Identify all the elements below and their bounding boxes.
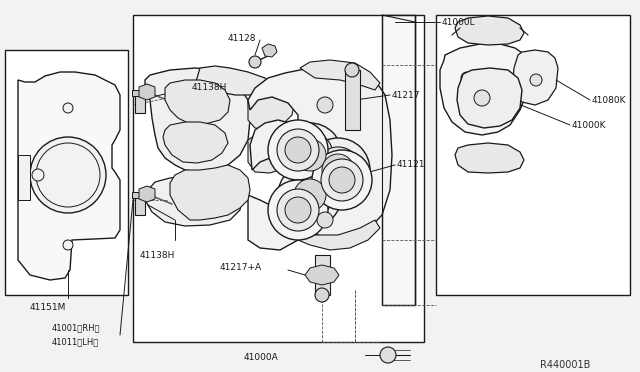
Polygon shape [163, 122, 228, 163]
Circle shape [461, 72, 473, 84]
Polygon shape [457, 68, 522, 128]
Polygon shape [135, 195, 145, 215]
Polygon shape [300, 60, 380, 90]
Text: 41000L: 41000L [442, 17, 476, 26]
Polygon shape [248, 130, 292, 173]
Text: 41121: 41121 [397, 160, 426, 169]
Text: 41151M: 41151M [30, 304, 67, 312]
Text: 41011〈LH〉: 41011〈LH〉 [52, 337, 99, 346]
Circle shape [294, 139, 326, 171]
Circle shape [277, 129, 319, 171]
Circle shape [530, 74, 542, 86]
Circle shape [268, 180, 328, 240]
Circle shape [380, 347, 396, 363]
Text: 41138H: 41138H [192, 83, 227, 92]
Polygon shape [139, 84, 155, 100]
Polygon shape [345, 70, 360, 130]
Polygon shape [513, 50, 558, 105]
Text: 41128: 41128 [228, 33, 257, 42]
Text: 41217: 41217 [392, 90, 420, 99]
Text: 41080K: 41080K [592, 96, 627, 105]
Polygon shape [440, 44, 530, 135]
Circle shape [321, 159, 363, 201]
Circle shape [467, 110, 477, 120]
Polygon shape [382, 15, 415, 305]
Polygon shape [135, 93, 145, 113]
Text: 41000K: 41000K [572, 121, 607, 129]
Circle shape [268, 120, 328, 180]
Polygon shape [455, 16, 524, 45]
Circle shape [287, 172, 333, 218]
Circle shape [315, 147, 361, 193]
Polygon shape [133, 15, 424, 342]
Circle shape [249, 56, 261, 68]
Circle shape [63, 240, 73, 250]
Polygon shape [248, 80, 295, 130]
Circle shape [285, 197, 311, 223]
Circle shape [312, 150, 372, 210]
Circle shape [294, 179, 326, 211]
Polygon shape [18, 155, 30, 200]
Polygon shape [248, 68, 392, 250]
Circle shape [491, 72, 503, 84]
Circle shape [277, 189, 319, 231]
Circle shape [63, 103, 73, 113]
Circle shape [30, 137, 106, 213]
Circle shape [322, 154, 354, 186]
Circle shape [306, 138, 370, 202]
Text: 41217+A: 41217+A [220, 263, 262, 273]
Text: 41000A: 41000A [244, 353, 279, 362]
Circle shape [278, 123, 342, 187]
Circle shape [32, 169, 44, 181]
Polygon shape [298, 220, 380, 250]
Text: R440001B: R440001B [540, 360, 590, 370]
Polygon shape [139, 186, 155, 202]
Circle shape [317, 97, 333, 113]
Polygon shape [436, 15, 630, 295]
Polygon shape [315, 255, 330, 295]
Circle shape [315, 288, 329, 302]
Polygon shape [145, 175, 242, 226]
Circle shape [278, 163, 342, 227]
Circle shape [317, 212, 333, 228]
Polygon shape [170, 165, 250, 220]
Polygon shape [132, 192, 148, 198]
Circle shape [345, 63, 359, 77]
Polygon shape [5, 50, 128, 295]
Polygon shape [195, 66, 270, 95]
Polygon shape [18, 72, 120, 280]
Polygon shape [145, 68, 250, 172]
Polygon shape [262, 44, 277, 57]
Text: 41001〈RH〉: 41001〈RH〉 [52, 324, 100, 333]
Polygon shape [305, 265, 339, 285]
Polygon shape [455, 143, 524, 173]
Circle shape [474, 90, 490, 106]
Text: 41138H: 41138H [140, 250, 175, 260]
Circle shape [329, 167, 355, 193]
Circle shape [287, 132, 333, 178]
Polygon shape [165, 80, 230, 124]
Polygon shape [132, 90, 148, 96]
Circle shape [285, 137, 311, 163]
